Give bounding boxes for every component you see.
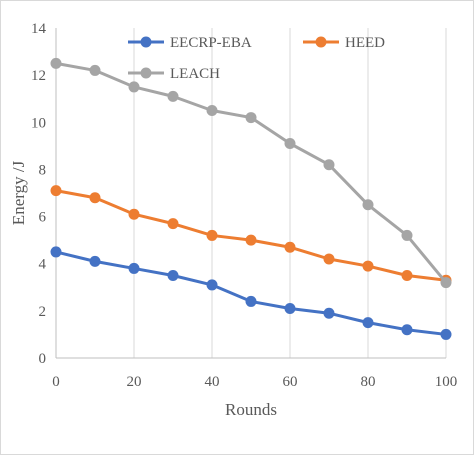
y-tick-label: 2	[39, 304, 47, 320]
data-point-leach	[89, 64, 101, 76]
data-point-eecrp-eba	[284, 303, 296, 314]
data-point-heed	[401, 270, 413, 281]
data-point-heed	[362, 260, 374, 272]
y-tick-label: 12	[31, 68, 46, 84]
legend-swatch-marker	[140, 36, 152, 48]
data-point-leach	[284, 138, 296, 149]
legend-label: EECRP-EBA	[170, 35, 252, 51]
legend: EECRP-EBA HEED LEACH	[128, 35, 385, 82]
legend-label: LEACH	[170, 66, 220, 82]
legend-swatch-marker	[140, 67, 152, 79]
data-point-eecrp-eba	[128, 262, 140, 274]
data-point-eecrp-eba	[89, 255, 101, 267]
y-tick-label: 8	[39, 162, 47, 178]
data-point-leach	[401, 229, 413, 241]
data-point-leach	[167, 90, 179, 102]
y-tick-label: 14	[31, 21, 47, 37]
data-point-leach	[206, 105, 218, 116]
data-point-leach	[245, 112, 257, 124]
legend-swatch-marker	[315, 36, 327, 48]
data-point-leach	[323, 159, 335, 171]
data-point-heed	[128, 208, 140, 220]
series-line-eecrp-eba	[55, 250, 447, 336]
y-tick-label: 10	[31, 115, 46, 131]
x-tick-label: 0	[52, 374, 60, 390]
data-point-eecrp-eba	[50, 246, 62, 258]
data-point-eecrp-eba	[440, 328, 452, 340]
x-axis-title: Rounds	[225, 400, 277, 419]
data-point-eecrp-eba	[323, 307, 335, 319]
data-point-eecrp-eba	[245, 295, 257, 307]
series-group	[50, 57, 452, 340]
data-point-heed	[323, 253, 335, 265]
data-point-heed	[245, 234, 257, 246]
y-tick-label: 6	[39, 210, 47, 226]
data-point-heed	[50, 185, 62, 197]
y-tick-label: 0	[39, 351, 47, 367]
data-point-heed	[167, 218, 179, 230]
y-tick-label: 4	[39, 257, 47, 273]
data-point-heed	[89, 192, 101, 204]
data-point-leach	[440, 277, 452, 289]
data-point-eecrp-eba	[206, 279, 218, 291]
data-point-leach	[362, 199, 374, 211]
legend-item-leach: LEACH	[128, 66, 220, 82]
data-point-eecrp-eba	[362, 317, 374, 329]
x-tick-label: 60	[283, 374, 298, 390]
x-tick-label: 20	[127, 374, 142, 390]
data-point-leach	[128, 81, 140, 93]
series-line-leach	[55, 61, 448, 284]
x-tick-label: 80	[361, 374, 376, 390]
legend-label: HEED	[345, 35, 385, 51]
legend-item-heed: HEED	[303, 35, 385, 51]
data-point-eecrp-eba	[401, 324, 413, 336]
data-point-heed	[284, 241, 296, 253]
data-point-leach	[50, 57, 62, 69]
x-tick-label: 100	[435, 374, 458, 390]
data-point-heed	[206, 229, 218, 241]
axes: 0 20 40 60 80 100 0 2 4 6 8 10 12 14	[31, 21, 457, 390]
legend-item-eecrp-eba: EECRP-EBA	[128, 35, 252, 51]
x-tick-label: 40	[205, 374, 220, 390]
data-point-eecrp-eba	[167, 270, 179, 281]
y-axis-title: Energy /J	[9, 160, 28, 225]
gridlines	[133, 28, 447, 358]
